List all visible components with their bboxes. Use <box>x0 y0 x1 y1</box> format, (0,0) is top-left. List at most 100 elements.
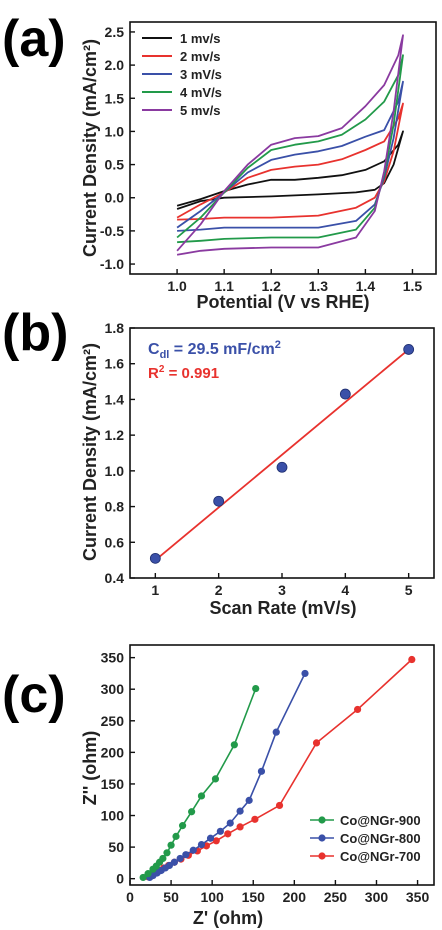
panel-b-x-tick-label: 2 <box>215 582 223 598</box>
panel-c-y-axis-title: Z'' (ohm) <box>80 731 100 806</box>
legend-a-label-5: 5 mv/s <box>180 103 220 118</box>
panel-b-y-tick-label: 0.8 <box>105 499 125 515</box>
nyquist-point <box>163 849 171 857</box>
panel-b-y-tick-label: 1.4 <box>105 391 125 407</box>
scan-rate-point-5 <box>403 344 415 355</box>
panel-c-y-tick-label: 0 <box>116 871 124 887</box>
panel-c-x-tick-label: 50 <box>163 889 179 905</box>
panel-a-y-tick-label: 1.5 <box>105 90 125 106</box>
r2-annotation: R2 = 0.991 <box>148 364 219 382</box>
nyquist-point <box>312 739 321 747</box>
nyquist-point <box>170 858 178 866</box>
cdl-superscript: 2 <box>275 339 281 351</box>
nyquist-point <box>257 767 266 775</box>
panel-c-y-tick-label: 350 <box>101 650 125 666</box>
nyquist-point <box>211 775 220 783</box>
nyquist-point <box>176 854 184 863</box>
panel-a-legend: 1 mv/s 2 mv/s 3 mV/s 4 mV/s 5 mv/s <box>142 31 222 118</box>
nyquist-point <box>230 741 238 749</box>
legend-a-label-1: 1 mv/s <box>180 31 220 46</box>
nyquist-point <box>212 837 220 845</box>
nyquist-point <box>188 808 196 816</box>
panel-a-y-tick-label: 2.0 <box>105 57 125 73</box>
panel-c-y-tick-label: 250 <box>101 713 125 729</box>
nyquist-point <box>197 792 206 800</box>
panel-a-y-tick-label: 2.5 <box>105 24 125 40</box>
panel-a-x-tick-label: 1.2 <box>261 278 281 294</box>
panel-c-plot-frame <box>129 644 435 886</box>
cdl-symbol: C <box>148 341 160 358</box>
panel-a-x-tick-label: 1.3 <box>309 278 329 294</box>
panel-b-y-tick-label: 1.6 <box>105 356 125 372</box>
panel-b-x-axis-title: Scan Rate (mV/s) <box>209 598 356 618</box>
r2-symbol: R <box>148 365 159 382</box>
nyquist-point <box>159 854 167 863</box>
legend-c-label-2: Co@NGr-800 <box>340 831 421 846</box>
panel-c-ticks: 0 50 100 150 200 250 300 350 0 50 100 150 200 250 300 3… <box>101 650 430 905</box>
panel-b-x-tick-label: 4 <box>341 582 349 598</box>
cv-curve-3 <box>176 80 404 232</box>
panel-b-points <box>149 344 415 564</box>
panel-a-x-tick-label: 1.5 <box>403 278 423 294</box>
panel-c-x-tick-label: 300 <box>365 889 389 905</box>
panel-c-nyquist-chart: (c) 0 50 100 150 200 250 300 350 0 50 100 150 200 250… <box>2 644 435 928</box>
panel-b-y-tick-label: 0.4 <box>105 570 125 586</box>
panel-c-x-tick-label: 200 <box>283 889 307 905</box>
nyquist-point <box>206 834 215 842</box>
nyquist-point <box>182 851 190 859</box>
nyquist-point <box>172 832 180 840</box>
nyquist-point <box>139 873 147 882</box>
panel-a-x-tick-label: 1.4 <box>356 278 376 294</box>
panel-a-x-tick-label: 1.0 <box>167 278 187 294</box>
nyquist-point <box>178 822 187 830</box>
panel-c-y-tick-label: 150 <box>101 776 125 792</box>
legend-c-label-3: Co@NGr-700 <box>340 849 421 864</box>
panel-c-y-tick-label: 100 <box>101 808 125 824</box>
legend-c-marker-2 <box>318 834 326 842</box>
cdl-subscript: dl <box>160 349 170 361</box>
r2-superscript: 2 <box>159 364 165 375</box>
nyquist-point <box>275 801 284 810</box>
panel-b-cdl-chart: (b) 1 2 3 4 5 0.4 0.6 0.8 1.0 1.2 1.4 1.6 1.8 Cdl = … <box>2 304 435 618</box>
panel-b-y-tick-label: 1.0 <box>105 463 125 479</box>
panel-c-x-tick-label: 350 <box>406 889 430 905</box>
panel-b-ticks: 1 2 3 4 5 0.4 0.6 0.8 1.0 1.2 1.4 1.6 1.8 <box>105 320 413 598</box>
cv-curve-5 <box>176 34 404 256</box>
legend-a-label-4: 4 mV/s <box>180 85 222 100</box>
panel-b-y-tick-label: 1.2 <box>105 427 125 443</box>
nyquist-point <box>272 728 280 736</box>
nyquist-point <box>189 846 197 854</box>
panel-c-x-tick-label: 250 <box>324 889 348 905</box>
legend-a-label-2: 2 mv/s <box>180 49 220 64</box>
panel-c-label: (c) <box>2 666 66 724</box>
panel-a-cv-chart: (a) 1.0 1.1 1.2 1.3 1.4 1.5-1.0-0.50.00.51.01… <box>2 10 437 312</box>
nyquist-point <box>216 827 224 835</box>
nyquist-point <box>226 819 234 827</box>
panel-b-x-tick-label: 1 <box>151 582 159 598</box>
panel-b-x-tick-label: 5 <box>405 582 413 598</box>
panel-b-x-tick-label: 3 <box>278 582 286 598</box>
panel-c-series <box>139 655 416 882</box>
panel-a-label: (a) <box>2 10 66 68</box>
panel-c-x-tick-label: 100 <box>200 889 224 905</box>
legend-c-label-1: Co@NGr-900 <box>340 813 421 828</box>
panel-c-x-axis-title: Z' (ohm) <box>193 908 263 928</box>
r2-value: = 0.991 <box>164 365 219 382</box>
panel-b-y-tick-label: 1.8 <box>105 320 125 336</box>
panel-a-y-axis-title: Current Density (mA/cm²) <box>80 39 100 257</box>
panel-c-legend: Co@NGr-900 Co@NGr-800 Co@NGr-700 <box>310 813 421 864</box>
nyquist-point <box>236 807 244 815</box>
nyquist-point <box>167 841 175 849</box>
nyquist-point <box>252 684 260 693</box>
nyquist-point <box>144 870 152 878</box>
panel-c-y-tick-label: 200 <box>101 744 125 760</box>
panel-b-fit-line <box>154 348 410 561</box>
nyquist-point <box>224 830 232 838</box>
panel-b-label: (b) <box>2 304 68 362</box>
nyquist-point <box>301 669 309 678</box>
nyquist-point <box>197 840 206 849</box>
panel-a-y-tick-label: 0.5 <box>105 157 125 173</box>
panel-a-y-tick-label: 1.0 <box>105 123 125 139</box>
scan-rate-point-4 <box>339 388 351 400</box>
cdl-value: = 29.5 mF/cm <box>169 341 274 358</box>
